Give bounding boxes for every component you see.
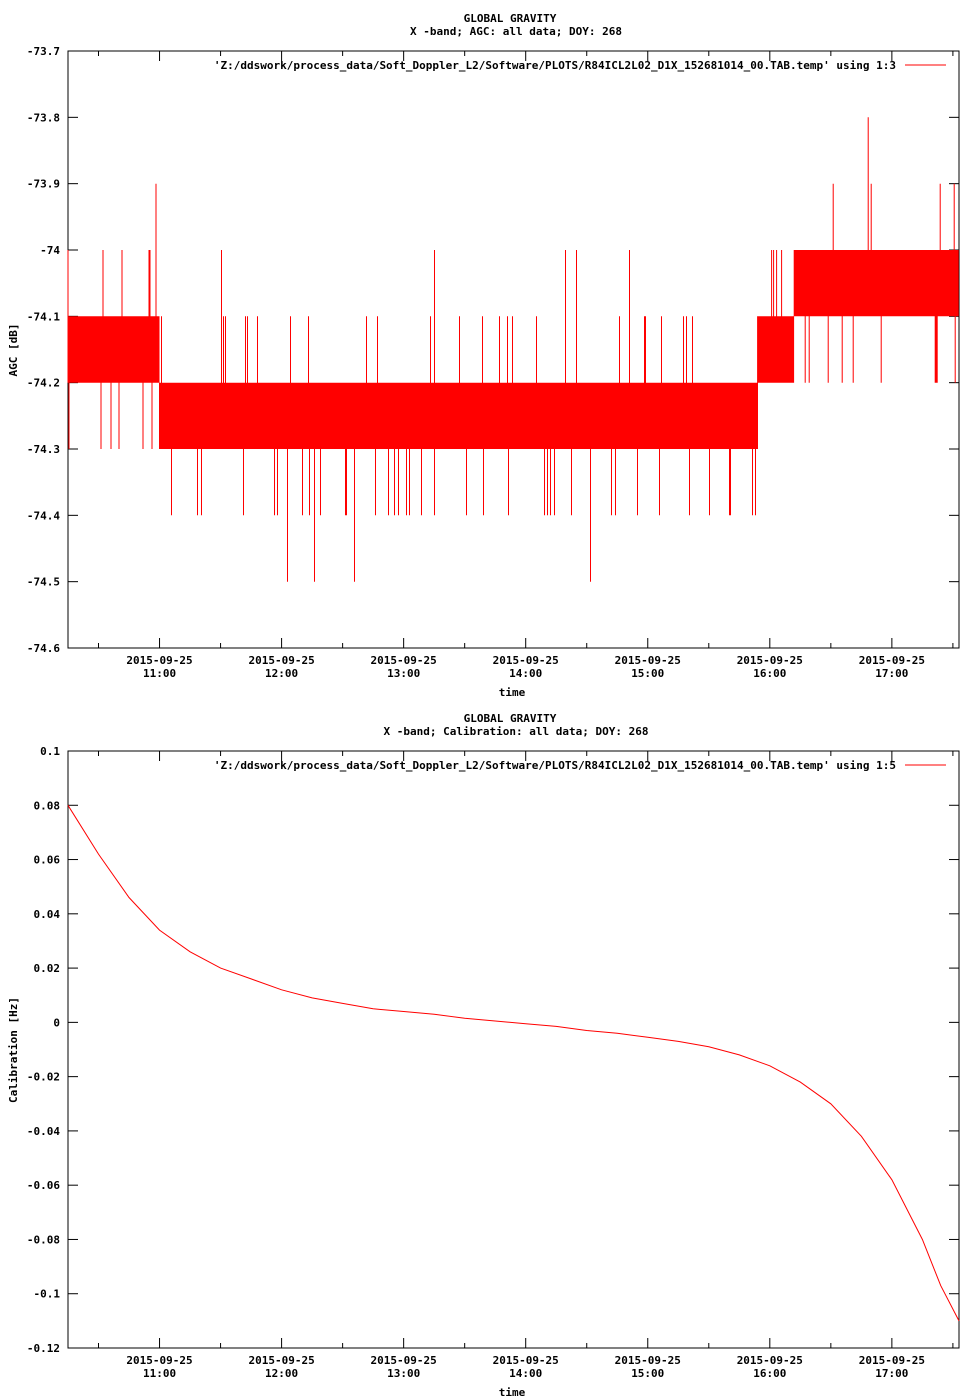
x-tick-label-date: 2015-09-25 [371,654,437,667]
x-tick-label-time: 13:00 [387,667,420,680]
y-axis: 0.1 0.08 0.06 0.04 0.02 0 -0.02 -0.04 -0.06 -0.08… [27,745,959,1355]
chart-title: GLOBAL GRAVITY [464,12,557,25]
calibration-chart: GLOBAL GRAVITY X -band; Calibration: all… [7,712,960,1399]
x-tick-label-date: 2015-09-25 [615,1354,681,1367]
x-tick-label-date: 2015-09-25 [859,654,925,667]
x-tick-label-date: 2015-09-25 [371,1354,437,1367]
y-tick-label: 0 [53,1016,60,1029]
y-tick-label: -74.2 [27,377,60,390]
x-tick-label-time: 15:00 [631,1367,664,1380]
chart-subtitle: X -band; Calibration: all data; DOY: 268 [384,725,649,738]
x-tick-label-time: 11:00 [143,667,176,680]
agc-chart: GLOBAL GRAVITY X -band; AGC: all data; D… [7,12,960,699]
x-tick-label-time: 14:00 [509,1367,542,1380]
y-tick-label: 0.02 [34,962,61,975]
x-tick-label-date: 2015-09-25 [615,654,681,667]
y-tick-label: -0.04 [27,1125,60,1138]
x-tick-label-date: 2015-09-25 [126,1354,192,1367]
x-tick-label-date: 2015-09-25 [248,654,314,667]
x-tick-label-date: 2015-09-25 [493,654,559,667]
y-axis-label: Calibration [Hz] [7,997,20,1103]
y-tick-label: 0.08 [34,799,61,812]
x-axis: 2015-09-2511:002015-09-2512:002015-09-25… [98,51,954,680]
y-tick-label: -73.9 [27,178,60,191]
y-tick-label: 0.1 [40,745,60,758]
chart-subtitle: X -band; AGC: all data; DOY: 268 [410,25,622,38]
x-tick-label-date: 2015-09-25 [248,1354,314,1367]
x-tick-label-time: 11:00 [143,1367,176,1380]
x-axis-label: time [499,686,526,699]
y-tick-label: 0.06 [34,854,61,867]
y-tick-label: -0.08 [27,1233,60,1246]
x-tick-label-time: 12:00 [265,1367,298,1380]
x-tick-label-date: 2015-09-25 [126,654,192,667]
y-axis: -73.7 -73.8 -73.9 -74 -74.1 -74.2 -74.3 -74.4 -7… [27,45,959,655]
y-tick-label: -74.3 [27,443,60,456]
y-tick-label: -74.5 [27,576,60,589]
y-tick-label: -73.7 [27,45,60,58]
x-tick-label-time: 16:00 [753,667,786,680]
x-tick-label-date: 2015-09-25 [737,1354,803,1367]
x-tick-label-date: 2015-09-25 [493,1354,559,1367]
agc-series-trace [67,117,959,582]
y-tick-label: -74.6 [27,642,60,655]
y-tick-label: -74.1 [27,310,60,323]
calibration-series-line [67,805,960,1322]
plot-frame [67,50,960,649]
y-tick-label: -74 [40,244,60,257]
series-layer [67,805,960,1322]
x-tick-label-time: 17:00 [875,667,908,680]
y-axis-label: AGC [dB] [7,324,20,377]
y-tick-label: -0.02 [27,1071,60,1084]
x-tick-label-time: 16:00 [753,1367,786,1380]
y-tick-label: -0.12 [27,1342,60,1355]
legend-label: 'Z:/ddswork/process_data/Soft_Doppler_L2… [214,59,896,72]
x-tick-label-time: 17:00 [875,1367,908,1380]
x-tick-label-time: 12:00 [265,667,298,680]
plot-frame [67,750,960,1349]
legend-label: 'Z:/ddswork/process_data/Soft_Doppler_L2… [214,759,896,772]
y-tick-label: -73.8 [27,111,60,124]
y-tick-label: -74.4 [27,509,60,522]
x-axis-label: time [499,1386,526,1399]
y-tick-label: 0.04 [34,908,61,921]
y-tick-label: -0.1 [34,1288,61,1301]
x-tick-label-time: 13:00 [387,1367,420,1380]
chart-title: GLOBAL GRAVITY [464,712,557,725]
x-tick-label-date: 2015-09-25 [859,1354,925,1367]
x-tick-label-date: 2015-09-25 [737,654,803,667]
x-tick-label-time: 15:00 [631,667,664,680]
series-layer [67,117,959,582]
x-tick-label-time: 14:00 [509,667,542,680]
y-tick-label: -0.06 [27,1179,60,1192]
x-axis: 2015-09-2511:002015-09-2512:002015-09-25… [98,751,954,1380]
